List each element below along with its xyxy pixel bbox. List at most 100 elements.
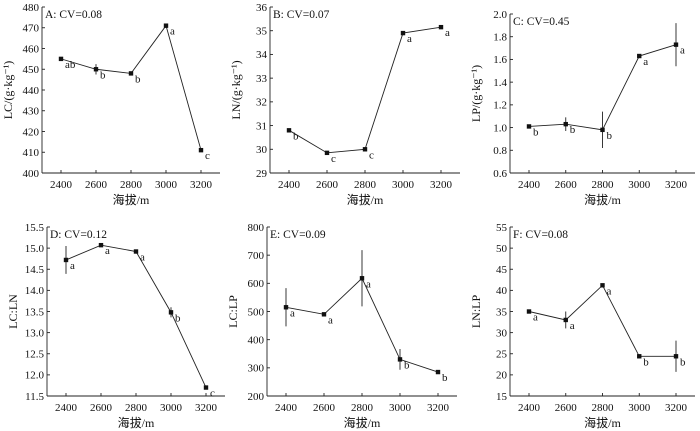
- data-point: [526, 124, 532, 129]
- y-tick-label: 20: [496, 370, 508, 382]
- panel-title: F: CV=0.08: [513, 229, 568, 241]
- y-tick-label: 15.0: [25, 243, 45, 255]
- x-tick-label: 2800: [354, 179, 377, 191]
- panel-title: C: CV=0.45: [513, 16, 570, 28]
- y-tick-label: 1.8: [493, 32, 507, 44]
- data-point: [286, 128, 292, 133]
- x-tick-label: 3200: [665, 402, 688, 414]
- data-point: [198, 147, 204, 153]
- x-tick-label: 2400: [275, 402, 298, 414]
- x-tick-label: 2800: [592, 402, 615, 414]
- y-tick-label: 200: [248, 391, 265, 403]
- x-tick-label: 2800: [592, 179, 615, 191]
- x-tick-label: 2800: [125, 402, 148, 414]
- x-tick-label: 2400: [55, 402, 78, 414]
- significance-label: b: [175, 312, 181, 324]
- data-point: [93, 67, 99, 72]
- significance-label: c: [205, 150, 210, 162]
- x-tick-label: 3200: [427, 402, 450, 414]
- data-point: [397, 357, 403, 362]
- significance-label: a: [328, 314, 333, 326]
- data-point: [128, 71, 134, 76]
- y-tick-label: 1.0: [493, 122, 507, 134]
- data-point: [203, 385, 209, 390]
- chart-panel-d: 11.5 12.0 12.5 13.0 13.5 14.0 14.5 15.0 15.5 2400…: [6, 222, 225, 430]
- y-tick-label: 30: [256, 144, 268, 156]
- data-point: [58, 56, 64, 62]
- significance-label: b: [533, 126, 539, 138]
- significance-label: a: [105, 245, 110, 257]
- y-tick-label: 30: [496, 327, 508, 339]
- significance-label: a: [680, 45, 685, 57]
- data-point: [321, 312, 327, 317]
- y-tick-label: 500: [248, 306, 265, 318]
- significance-label: a: [70, 260, 75, 272]
- y-tick-label: 440: [23, 85, 40, 97]
- significance-label: b: [442, 372, 448, 384]
- significance-label: a: [643, 56, 648, 68]
- y-axis-label: LP/(g·kg⁻¹): [469, 65, 483, 122]
- panel-title: D: CV=0.12: [50, 229, 107, 241]
- x-tick-label: 3200: [430, 179, 453, 191]
- x-tick-label: 3200: [665, 179, 688, 191]
- y-tick-label: 15.5: [25, 222, 45, 234]
- y-tick-label: 35: [256, 26, 268, 38]
- y-tick-label: 14.5: [25, 264, 45, 276]
- data-point: [324, 150, 330, 156]
- data-point: [563, 317, 568, 323]
- data-point: [526, 309, 532, 314]
- y-tick-label: 450: [23, 64, 40, 76]
- significance-label: b: [293, 130, 299, 142]
- data-point: [133, 249, 139, 254]
- y-tick-label: 400: [248, 334, 265, 346]
- x-axis-label: 海拔/m: [344, 415, 381, 430]
- y-tick-label: 420: [23, 126, 40, 138]
- significance-label: b: [100, 69, 106, 81]
- y-tick-label: 11.5: [25, 391, 44, 403]
- data-point: [283, 305, 289, 310]
- y-axis-label: LC/(g·kg⁻¹): [1, 61, 15, 120]
- y-tick-label: 14.0: [25, 285, 45, 297]
- y-tick-label: 15: [496, 391, 508, 403]
- significance-label: b: [607, 130, 613, 142]
- y-tick-label: 32: [256, 97, 267, 109]
- data-point: [438, 24, 444, 30]
- significance-label: a: [407, 33, 412, 45]
- x-axis-label: 海拔/m: [347, 192, 384, 207]
- significance-label: b: [570, 124, 576, 136]
- chart-panel-a: 400 410 420 430 440 450 460 470 480 2400 2600 2800 3…: [1, 2, 220, 207]
- x-axis-label: 海拔/m: [113, 192, 150, 207]
- data-point: [637, 354, 642, 359]
- x-tick-label: 3200: [195, 402, 218, 414]
- y-tick-label: 13.0: [25, 327, 45, 339]
- x-tick-label: 3000: [628, 179, 651, 191]
- y-tick-label: 600: [248, 278, 265, 290]
- x-tick-label: 3000: [160, 402, 183, 414]
- panel-title: B: CV=0.07: [273, 9, 330, 21]
- y-axis-label: LN:LP: [469, 295, 483, 329]
- data-point: [168, 310, 174, 315]
- significance-label: a: [570, 320, 575, 332]
- y-tick-label: 0.8: [493, 145, 507, 157]
- y-tick-label: 700: [248, 250, 265, 262]
- x-tick-label: 2600: [85, 179, 108, 191]
- chart-panel-f: 15 20 25 30 35 40 45 50 55 2400 2600 2800 3000 3200 海拔…: [469, 222, 695, 430]
- y-tick-label: 33: [256, 73, 268, 85]
- significance-label: a: [533, 312, 538, 324]
- data-point: [98, 242, 104, 248]
- data-point: [563, 121, 568, 127]
- y-axis-label: LN/(g·kg⁻¹): [229, 60, 243, 119]
- y-tick-label: 1.6: [493, 54, 507, 66]
- x-tick-label: 2600: [90, 402, 113, 414]
- significance-label: c: [331, 153, 336, 165]
- y-tick-label: 0.6: [493, 168, 507, 180]
- x-tick-label: 3000: [392, 179, 415, 191]
- y-tick-label: 45: [496, 264, 508, 276]
- data-point: [359, 276, 365, 281]
- x-tick-label: 2400: [518, 402, 541, 414]
- y-tick-label: 400: [23, 168, 40, 180]
- data-line: [288, 26, 442, 154]
- data-point: [362, 147, 368, 152]
- x-tick-label: 2600: [316, 179, 339, 191]
